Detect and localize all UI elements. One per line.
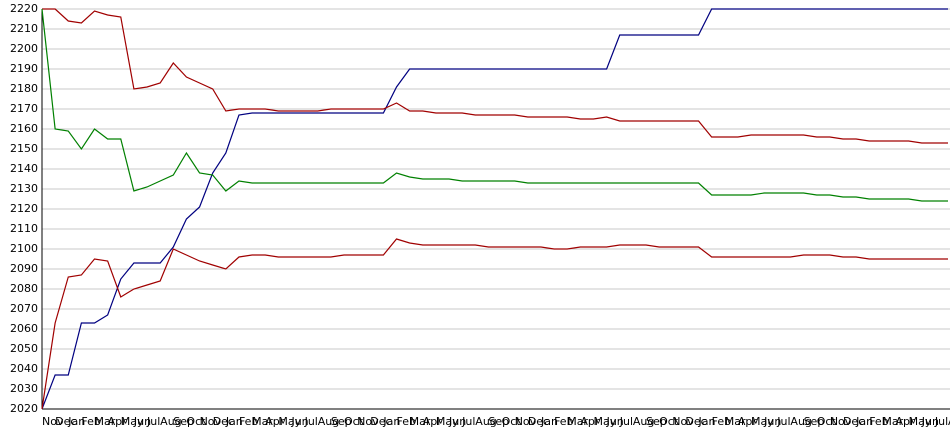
x-tick-label: Apr — [895, 415, 915, 428]
x-tick-label: Dec — [55, 415, 76, 428]
x-tick-label: Jul — [934, 415, 948, 428]
y-tick-label: 2150 — [10, 142, 38, 155]
y-tick-label: 2200 — [10, 42, 38, 55]
x-tick-label: May — [278, 415, 301, 428]
x-tick-label: Mar — [567, 415, 588, 428]
x-tick-label: Apr — [738, 415, 758, 428]
x-tick-label: Mar — [725, 415, 746, 428]
y-tick-label: 2140 — [10, 162, 38, 175]
x-tick-label: Jul — [461, 415, 475, 428]
x-tick-label: Jan — [382, 415, 400, 428]
y-tick-label: 2190 — [10, 62, 38, 75]
x-tick-label: Mar — [882, 415, 903, 428]
x-tick-label: Oct — [817, 415, 837, 428]
x-tick-label: Jun — [290, 415, 308, 428]
y-tick-label: 2060 — [10, 322, 38, 335]
x-tick-label: Nov — [42, 415, 64, 428]
x-tick-label: Aug — [948, 415, 950, 428]
x-tick-label: Jan — [855, 415, 873, 428]
x-tick-label: Dec — [685, 415, 706, 428]
x-tick-label: Dec — [370, 415, 391, 428]
y-tick-label: 2180 — [10, 82, 38, 95]
y-tick-label: 2050 — [10, 342, 38, 355]
x-tick-label: Nov — [830, 415, 852, 428]
x-tick-label: Feb — [81, 415, 100, 428]
series-line — [41, 238, 948, 410]
x-tick-label: Dec — [213, 415, 234, 428]
y-tick-label: 2160 — [10, 122, 38, 135]
x-tick-label: Jan — [698, 415, 716, 428]
x-tick-label: Sep — [173, 415, 194, 428]
x-tick-label: Jul — [304, 415, 318, 428]
x-tick-label: Feb — [397, 415, 416, 428]
x-tick-label: Sep — [646, 415, 667, 428]
x-tick-label: May — [909, 415, 932, 428]
x-tick-label: Feb — [712, 415, 731, 428]
x-tick-label: Mar — [95, 415, 116, 428]
x-tick-label: Mar — [410, 415, 431, 428]
x-tick-label: Apr — [108, 415, 128, 428]
y-tick-label: 2170 — [10, 102, 38, 115]
x-tick-label: Dec — [843, 415, 864, 428]
x-tick-label: Nov — [357, 415, 379, 428]
series-line — [42, 8, 948, 144]
x-tick-label: Jan — [225, 415, 243, 428]
x-tick-label: Apr — [580, 415, 600, 428]
x-tick-label: Aug — [475, 415, 496, 428]
x-tick-label: Dec — [528, 415, 549, 428]
y-tick-label: 2080 — [10, 282, 38, 295]
y-tick-label: 2220 — [10, 2, 38, 15]
x-tick-label: Sep — [488, 415, 509, 428]
y-tick-label: 2070 — [10, 302, 38, 315]
x-tick-label: Oct — [344, 415, 364, 428]
x-tick-label: Aug — [633, 415, 654, 428]
x-tick-label: May — [751, 415, 774, 428]
x-tick-label: Jun — [921, 415, 939, 428]
y-tick-label: 2090 — [10, 262, 38, 275]
x-tick-label: Feb — [869, 415, 888, 428]
x-tick-label: May — [436, 415, 459, 428]
x-tick-label: Jun — [133, 415, 151, 428]
x-tick-label: Jul — [619, 415, 633, 428]
x-tick-label: Feb — [239, 415, 258, 428]
x-tick-label: May — [593, 415, 616, 428]
x-tick-label: Jan — [67, 415, 85, 428]
x-tick-label: Sep — [331, 415, 352, 428]
x-tick-label: Nov — [672, 415, 694, 428]
x-tick-label: Jun — [763, 415, 781, 428]
y-tick-label: 2030 — [10, 382, 38, 395]
x-tick-label: Oct — [502, 415, 522, 428]
x-tick-label: Oct — [186, 415, 206, 428]
y-tick-label: 2110 — [10, 222, 38, 235]
x-tick-label: Jun — [448, 415, 466, 428]
y-tick-label: 2210 — [10, 22, 38, 35]
x-tick-label: Apr — [423, 415, 443, 428]
x-tick-label: May — [121, 415, 144, 428]
x-tick-label: Aug — [790, 415, 811, 428]
x-tick-label: Jul — [776, 415, 790, 428]
x-tick-label: Apr — [265, 415, 285, 428]
x-tick-label: Aug — [160, 415, 181, 428]
series-line — [41, 8, 948, 202]
y-tick-label: 2020 — [10, 402, 38, 415]
x-tick-label: Sep — [804, 415, 825, 428]
y-tick-label: 2100 — [10, 242, 38, 255]
series-line — [41, 8, 948, 410]
y-tick-label: 2130 — [10, 182, 38, 195]
x-tick-label: Jun — [606, 415, 624, 428]
x-tick-label: Nov — [515, 415, 537, 428]
x-tick-label: Jan — [540, 415, 558, 428]
x-tick-label: Feb — [554, 415, 573, 428]
x-tick-label: Nov — [200, 415, 222, 428]
y-tick-label: 2040 — [10, 362, 38, 375]
x-tick-label: Oct — [659, 415, 679, 428]
x-tick-label: Mar — [252, 415, 273, 428]
y-tick-label: 2120 — [10, 202, 38, 215]
x-tick-label: Jul — [146, 415, 160, 428]
x-tick-label: Aug — [318, 415, 339, 428]
